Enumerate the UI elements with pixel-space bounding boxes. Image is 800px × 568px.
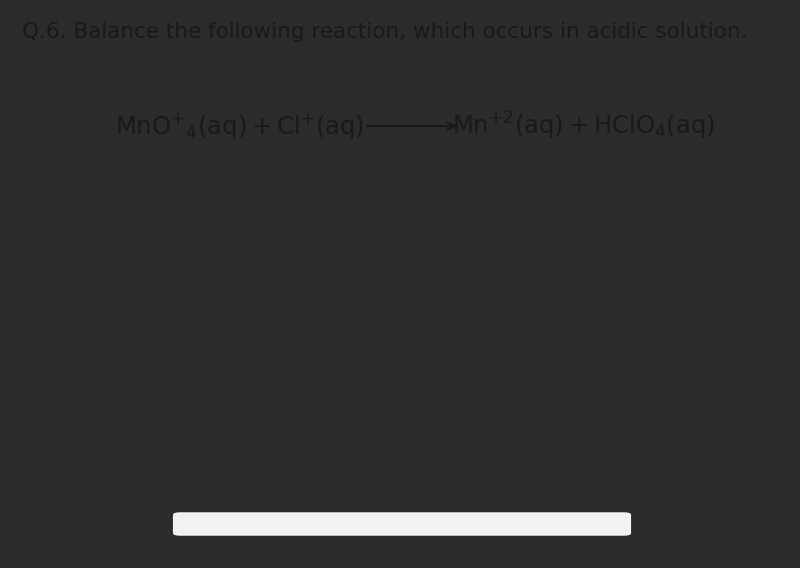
Text: $\mathregular{MnO^{+}{}_{4}(aq) + Cl^{+}(aq)}$: $\mathregular{MnO^{+}{}_{4}(aq) + Cl^{+}… [115,111,365,141]
Text: $\mathregular{Mn^{+2}(aq) + HClO_{4}(aq)}$: $\mathregular{Mn^{+2}(aq) + HClO_{4}(aq)… [453,110,715,142]
Text: Q.6. Balance the following reaction, which occurs in acidic solution.: Q.6. Balance the following reaction, whi… [22,22,747,42]
FancyBboxPatch shape [174,513,630,535]
